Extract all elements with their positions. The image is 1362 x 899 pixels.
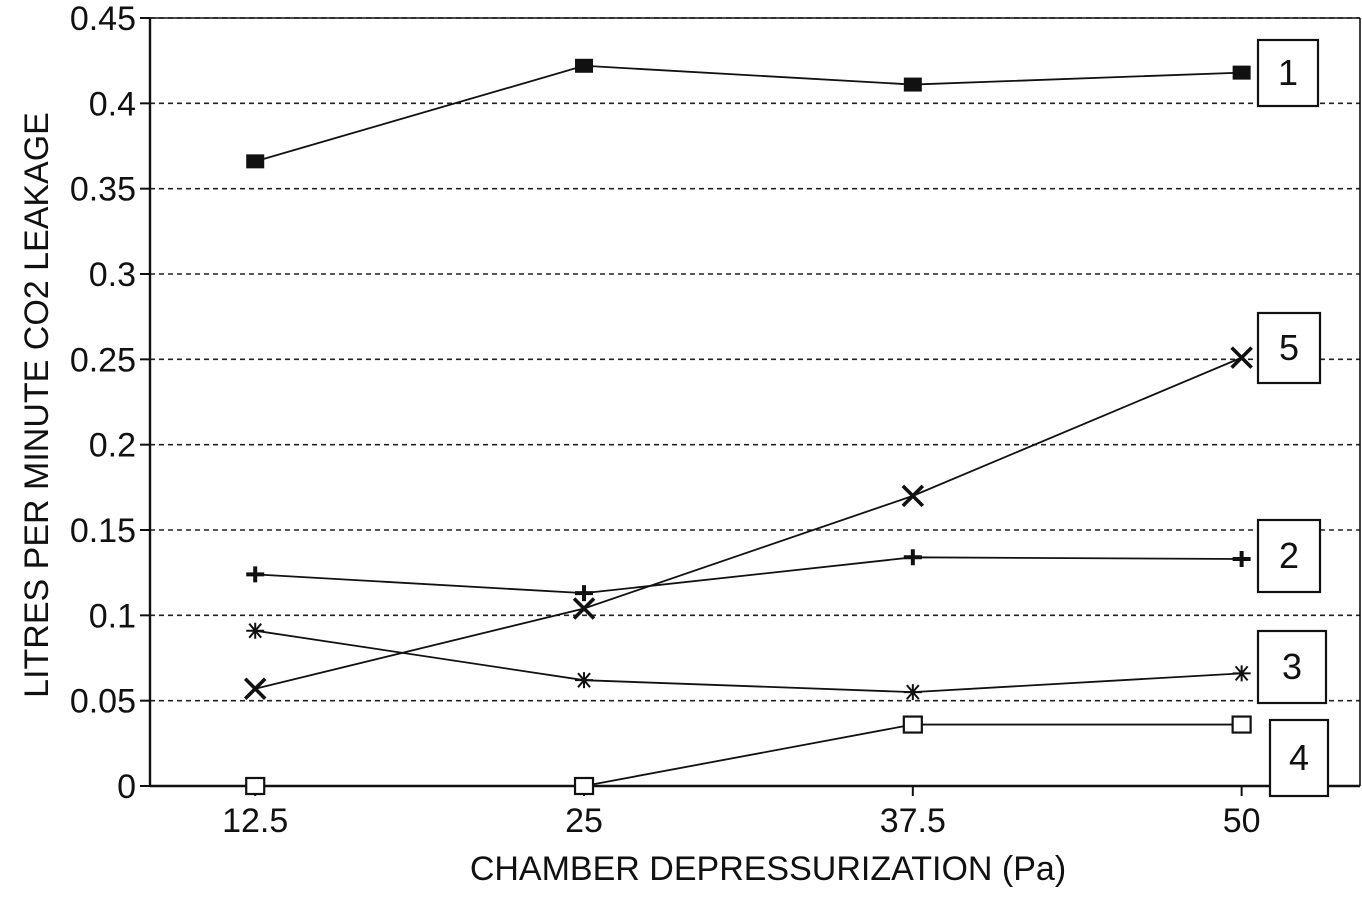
marker-shape [573,776,595,796]
x-tick-label: 50 [1223,802,1261,840]
series-tag-box [1268,718,1330,798]
marker-shape [1232,65,1251,80]
marker-shape [575,585,594,602]
series-tag-4: 4 [1268,718,1330,798]
marker-shape [243,677,267,700]
marker-shape [572,597,596,620]
x-tick-label: 12.5 [222,802,288,840]
data-point [1230,346,1253,369]
marker-shape [903,684,922,701]
series-lines [254,64,1242,787]
data-point [246,622,265,639]
marker-shape [245,776,266,796]
marker-shape [1230,346,1253,369]
series-tag-label: 4 [1289,737,1309,778]
data-point [902,715,923,734]
series-tag-box [1256,629,1328,705]
data-point [575,672,594,689]
marker-shape [246,566,265,583]
series-line [254,64,1242,163]
marker-shape [575,58,594,73]
series-tag-box [1256,518,1322,594]
series-tag-label: 1 [1278,52,1298,93]
series-tag-box [1256,311,1322,385]
series-tag-label: 2 [1279,535,1299,576]
data-point [575,585,594,602]
y-tick-label: 0.25 [70,341,136,379]
marker-shape [901,484,925,508]
series-tag-box [1256,38,1320,108]
y-tick-label: 0.1 [89,597,136,635]
marker-shape [1231,715,1252,734]
marker-shape [246,154,265,169]
series-markers [243,58,1253,796]
y-tick-label: 0.15 [70,512,136,550]
series-tag-3: 3 [1256,629,1328,705]
data-point [573,776,595,796]
series-line [255,629,1242,694]
marker-shape [575,672,594,689]
data-point [246,154,265,169]
data-point [572,597,596,620]
y-tick-label: 0.3 [89,256,136,294]
series-tag-label: 3 [1282,646,1302,687]
data-point [901,484,925,508]
series-tag-2: 2 [1256,518,1322,594]
marker-shape [903,77,922,92]
marker-shape [1232,551,1251,568]
y-tick-label: 0.45 [70,0,136,38]
y-tick-label: 0.35 [70,171,136,209]
y-axis-title: LITRES PER MINUTE CO2 LEAKAGE [18,112,56,698]
x-axis-title: CHAMBER DEPRESSURIZATION (Pa) [470,850,1066,888]
grid-lines [150,17,1360,702]
y-tick-label: 0 [117,768,136,806]
marker-shape [902,715,923,734]
data-point [903,549,922,566]
marker-shape [903,549,922,566]
data-point [903,77,922,92]
series-tag-5: 5 [1256,311,1322,385]
series-tags: 1 5 2 3 4 [1256,38,1330,798]
axes [140,17,1361,796]
data-point [245,776,266,796]
data-point [1231,715,1252,734]
y-tick-label: 0.2 [89,427,136,465]
series-tag-1: 1 [1256,38,1320,108]
series-line [255,723,1242,787]
x-tick-label: 37.5 [880,802,946,840]
data-point [903,684,922,701]
series-line [255,356,1242,690]
data-point [243,677,267,700]
marker-shape [246,622,265,639]
series-line [255,556,1242,595]
marker-shape [1232,665,1251,682]
y-tick-label: 0.4 [89,85,136,123]
data-point [1232,65,1251,80]
data-point [1232,665,1251,682]
series-tag-label: 5 [1279,327,1299,368]
data-point [1232,551,1251,568]
tick-labels: 0 0.05 0.1 0.15 0.2 0.25 0.3 0.35 0.4 0.45 12.5 25 3… [70,0,1261,840]
data-point [575,58,594,73]
y-tick-label: 0.05 [70,683,136,721]
x-tick-label: 25 [565,802,603,840]
data-point [246,566,265,583]
